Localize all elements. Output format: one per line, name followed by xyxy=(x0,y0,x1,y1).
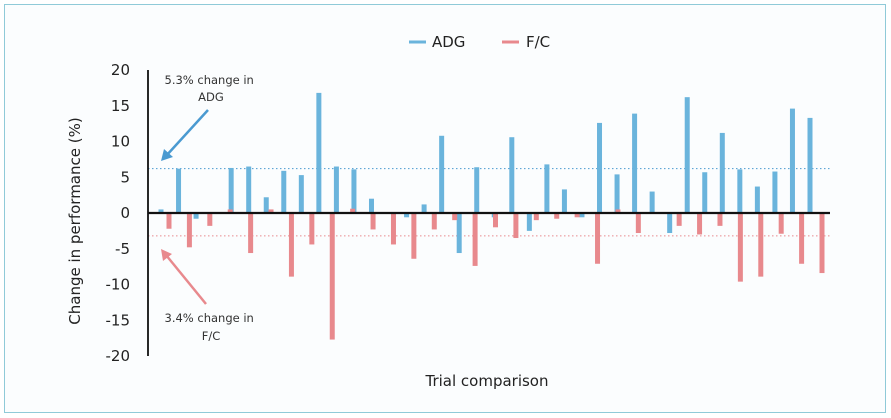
annotation-adg-line1: 5.3% change in xyxy=(165,73,254,87)
bar-adg xyxy=(526,213,532,231)
bar-fc xyxy=(737,213,743,282)
bar-adg xyxy=(404,213,410,218)
bar-adg xyxy=(228,167,234,213)
bar-fc xyxy=(309,213,315,245)
annotation-fc-line2: F/C xyxy=(202,329,221,343)
bar-fc xyxy=(329,213,335,340)
bar-fc xyxy=(288,213,294,277)
bar-adg xyxy=(263,197,269,213)
bar-fc xyxy=(390,213,396,245)
bar-fc xyxy=(635,213,641,234)
bar-adg xyxy=(439,135,445,213)
bars xyxy=(158,92,825,340)
bar-adg xyxy=(702,172,708,213)
y-tick-label: -15 xyxy=(106,311,131,329)
bar-fc xyxy=(819,213,825,274)
bar-fc xyxy=(452,213,458,221)
x-axis-title: Trial comparison xyxy=(424,372,548,390)
bar-adg xyxy=(421,204,427,213)
bar-adg xyxy=(807,117,813,213)
bar-fc xyxy=(248,213,254,254)
bar-adg xyxy=(246,166,252,213)
bar-adg xyxy=(754,186,760,213)
y-tick-label: -5 xyxy=(115,240,130,258)
legend: ADG F/C xyxy=(409,33,550,51)
y-tick-label: 20 xyxy=(111,61,130,79)
arrow-fc xyxy=(165,254,207,305)
bar-fc xyxy=(697,213,703,235)
y-tick-label: 15 xyxy=(111,97,130,115)
bar-adg xyxy=(281,170,287,213)
bar-fc xyxy=(554,213,560,219)
arrowhead-adg xyxy=(161,149,173,161)
bar-fc xyxy=(411,213,417,259)
legend-label-adg: ADG xyxy=(432,33,465,51)
bar-adg xyxy=(158,209,164,213)
bar-adg xyxy=(298,175,304,213)
arrow-adg xyxy=(165,109,209,157)
annotation-adg-line2: ADG xyxy=(198,90,224,104)
bar-fc xyxy=(227,209,233,213)
annotation-adg-text: 5.3% change in ADG xyxy=(165,73,258,104)
bar-adg xyxy=(509,137,515,213)
bar-fc xyxy=(717,213,723,226)
bar-fc xyxy=(574,213,580,218)
bar-fc xyxy=(350,208,356,213)
bar-adg xyxy=(772,171,778,213)
bar-fc xyxy=(493,213,498,228)
y-tick-label: 10 xyxy=(111,133,130,151)
annotation-fc-text: 3.4% change in F/C xyxy=(165,311,258,343)
bar-adg xyxy=(456,213,462,254)
bar-fc xyxy=(533,213,539,221)
bar-fc xyxy=(799,213,805,264)
bar-fc xyxy=(431,213,437,230)
annotation-fc: 3.4% change in F/C xyxy=(161,249,258,343)
y-tick-label: -20 xyxy=(106,347,131,365)
annotation-fc-line1: 3.4% change in xyxy=(165,311,254,325)
bar-fc xyxy=(166,213,172,229)
bar-adg xyxy=(614,174,620,213)
y-axis-title: Change in performance (%) xyxy=(66,117,84,324)
legend-label-fc: F/C xyxy=(526,33,550,51)
bar-adg xyxy=(561,189,567,213)
bar-adg xyxy=(579,213,585,218)
y-tick-label: -10 xyxy=(106,276,131,294)
bar-adg xyxy=(649,191,655,213)
bar-fc xyxy=(615,209,621,213)
bar-adg xyxy=(176,168,182,213)
bar-fc xyxy=(268,209,274,213)
bar-adg xyxy=(737,169,743,213)
bar-fc xyxy=(758,213,764,277)
bar-adg xyxy=(684,97,690,213)
bar-adg xyxy=(316,92,322,213)
bar-fc xyxy=(513,213,519,239)
bar-adg xyxy=(193,213,199,219)
bar-adg xyxy=(789,108,795,213)
y-tick-label: 5 xyxy=(120,168,130,186)
bar-adg xyxy=(351,169,357,213)
axes xyxy=(147,70,830,356)
bar-fc xyxy=(472,213,478,266)
bar-adg xyxy=(544,164,550,213)
bar-fc xyxy=(778,213,784,234)
bar-fc xyxy=(595,213,601,264)
annotation-adg: 5.3% change in ADG xyxy=(161,73,258,161)
bar-adg xyxy=(667,213,673,234)
bar-adg xyxy=(474,167,480,213)
bar-fc xyxy=(207,213,213,226)
reference-lines xyxy=(148,168,830,237)
bar-adg xyxy=(632,113,638,213)
bar-adg xyxy=(719,132,725,213)
bar-adg xyxy=(333,166,339,213)
bar-adg xyxy=(597,122,603,213)
y-tick-label: 0 xyxy=(120,204,130,222)
bar-adg xyxy=(368,198,374,213)
arrowhead-fc xyxy=(161,249,172,261)
bar-fc xyxy=(370,213,376,230)
y-tick-labels: 20 15 10 5 0 -5 -10 -15 -20 xyxy=(106,61,131,365)
bar-fc xyxy=(186,213,192,248)
bar-fc xyxy=(676,213,682,226)
